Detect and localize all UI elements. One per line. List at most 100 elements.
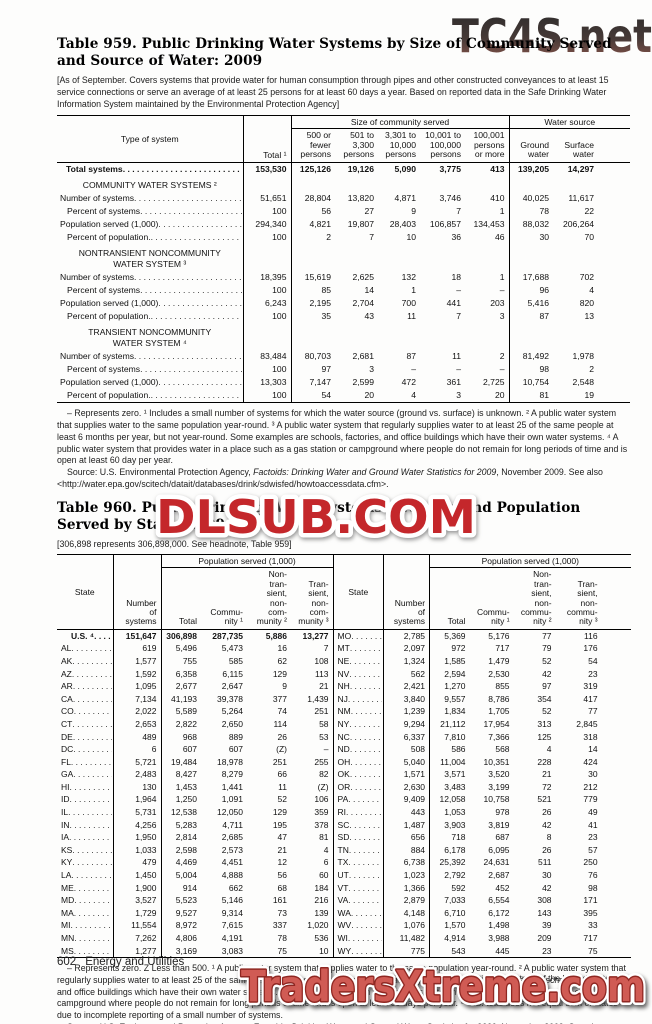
data-cell: 77 <box>542 630 552 641</box>
data-cell: 354 <box>537 693 552 704</box>
dot-leader <box>158 377 241 388</box>
data-cell: 143 <box>537 907 552 918</box>
state-label: MS <box>61 945 74 956</box>
data-cell: 2,599 <box>352 376 374 387</box>
data-cell: 216 <box>314 895 329 906</box>
data-cell: 72 <box>542 781 552 792</box>
data-cell: 100 <box>243 362 292 376</box>
dot-leader <box>73 744 111 755</box>
table-row: MO 2,785 5,369 5,176 77 116 <box>333 629 631 643</box>
data-cell: 7 <box>456 205 461 216</box>
data-cell: 11 <box>278 781 287 792</box>
data-cell: 53 <box>319 731 329 742</box>
data-cell: 9,557 <box>444 693 466 704</box>
column-header: Non- tran- sient, non- com- munity ² <box>256 569 287 627</box>
group-header-population-served: Population served (1,000) <box>429 554 631 569</box>
dot-leader <box>348 895 382 906</box>
data-cell: 13,303 <box>243 375 292 390</box>
data-cell: 8,972 <box>175 920 197 931</box>
empty-cell <box>420 323 465 349</box>
data-cell: 378 <box>314 819 329 830</box>
table-row: Percent of systems 100 56 27 9 71 78 22 <box>57 204 630 218</box>
source-title: Factoids: Drinking Water and Ground Wate… <box>253 1022 496 1024</box>
table-960-footnotes: – Represents zero. Z Less than 500. ¹ A … <box>57 963 630 1024</box>
data-cell: 23 <box>588 668 598 679</box>
dot-leader <box>349 656 382 667</box>
table-row: NV 562 2,594 2,530 42 23 <box>333 667 631 681</box>
state-label: SC <box>337 819 350 830</box>
data-cell: 4,914 <box>444 933 466 943</box>
data-cell: 6,710 <box>444 907 466 918</box>
data-cell: 49 <box>588 807 598 818</box>
data-cell: 11,004 <box>440 756 466 767</box>
empty-cell <box>420 176 465 192</box>
data-cell: 5,473 <box>221 643 243 654</box>
state-label: IL <box>61 807 69 818</box>
data-cell: 184 <box>314 882 329 893</box>
state-label: CO <box>61 706 74 717</box>
data-cell: 75 <box>277 945 287 956</box>
column-header-type-of-system: Type of system <box>57 115 244 163</box>
data-cell: 2 <box>589 363 595 374</box>
data-cell: 132 <box>401 271 416 282</box>
footnote-text: – Represents zero. Z Less than 500. ¹ A … <box>57 963 626 1020</box>
column-header: 3,301 to 10,000 persons <box>384 130 416 160</box>
data-cell: 417 <box>583 693 598 704</box>
data-cell: 1 <box>465 270 510 284</box>
data-cell: 228 <box>537 756 552 767</box>
data-cell: 2,598 <box>175 844 197 855</box>
data-cell: 39 <box>542 920 552 931</box>
data-cell: 700 <box>401 297 416 308</box>
data-cell: 884 <box>383 843 431 857</box>
data-cell: 106,857 <box>429 218 461 229</box>
dot-leader <box>140 206 241 217</box>
data-cell: 100 <box>243 204 292 218</box>
dot-leader <box>350 782 382 793</box>
data-cell: 592 <box>451 882 466 893</box>
dot-leader <box>74 946 112 957</box>
data-cell: 1,270 <box>444 681 466 692</box>
data-cell: 1,705 <box>488 706 510 717</box>
group-header-population-served: Population served (1,000) <box>161 554 334 569</box>
data-cell: 96 <box>539 284 550 295</box>
table-960-headnote: [306,898 represents 306,898,000. See hea… <box>57 539 292 550</box>
empty-cell <box>291 323 335 349</box>
data-cell: 3,483 <box>444 781 466 792</box>
column-header: Commu- nity ¹ <box>210 606 243 627</box>
data-cell: 4,469 <box>175 857 197 868</box>
table-row: IN 4,256 5,283 4,711 195 378 <box>57 818 333 832</box>
data-cell: 98 <box>588 882 598 893</box>
data-cell: 536 <box>314 933 329 943</box>
state-label: NC <box>337 731 350 742</box>
data-cell: 28,403 <box>389 218 416 229</box>
table-960-right-half: State Number of systems Population serve… <box>333 554 631 959</box>
data-cell: 1,053 <box>444 807 466 818</box>
state-label: WY <box>337 945 352 956</box>
state-label: ID <box>61 794 70 805</box>
data-cell: 33 <box>588 920 598 931</box>
data-cell: 2 <box>326 232 331 243</box>
empty-cell <box>465 175 510 192</box>
table-row: ND 508 586 568 4 14 <box>333 743 631 756</box>
data-cell: 171 <box>583 895 598 906</box>
data-cell: 395 <box>583 907 598 918</box>
data-cell: 7,262 <box>113 932 162 945</box>
table-960-left-header: State Number of systems Population serve… <box>57 554 334 630</box>
table-row: NE 1,324 1,585 1,479 52 54 <box>333 654 631 668</box>
source-line: Source: U.S. Environmental Protection Ag… <box>57 467 630 490</box>
data-cell: 18,395 <box>243 270 292 284</box>
empty-cell <box>509 244 553 270</box>
dot-leader <box>350 757 382 768</box>
data-cell: 1,239 <box>383 705 431 718</box>
data-cell: 60 <box>319 870 329 881</box>
data-cell: 5,496 <box>175 643 197 654</box>
data-cell: 11 <box>407 311 416 322</box>
row-label: Percent of population. <box>67 232 151 243</box>
data-cell: 511 <box>537 857 552 868</box>
data-cell: 8 <box>546 832 552 843</box>
state-label: MO <box>337 630 352 641</box>
census-credit-line: U.S. Census Bureau, Statistical Abstract… <box>382 973 638 983</box>
data-cell: 6,095 <box>488 844 510 855</box>
data-cell: 46 <box>465 231 510 245</box>
data-cell: 51,651 <box>243 191 292 205</box>
